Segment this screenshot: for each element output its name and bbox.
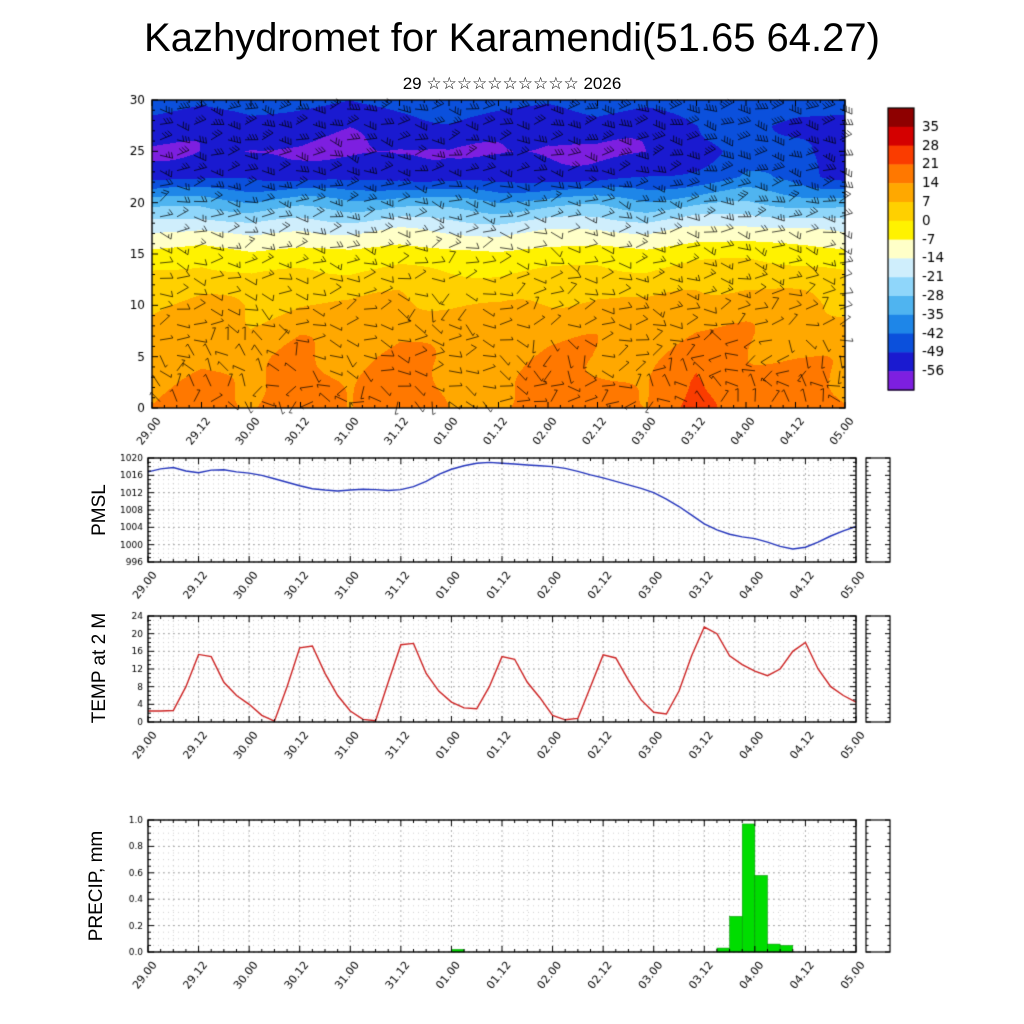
precip-axis-title: PRECIP, mm	[86, 830, 107, 942]
date-subtitle: 29 ☆☆☆☆☆☆☆☆☆☆ 2026	[402, 74, 622, 93]
page-title: Kazhydromet for Karamendi(51.65 64.27)	[144, 16, 880, 60]
pmsl-axis-title: PMSL	[89, 484, 110, 536]
temp-axis-title: TEMP at 2 M	[89, 612, 110, 724]
